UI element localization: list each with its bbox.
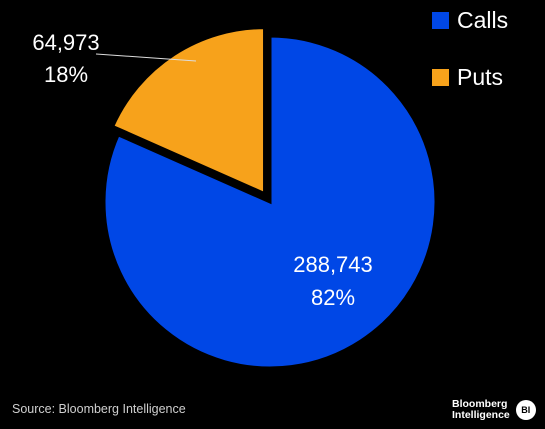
brand-line-1: Bloomberg <box>452 398 508 410</box>
bi-badge-icon: BI <box>515 400 536 420</box>
bloomberg-intelligence-logo: Bloomberg Intelligence BI <box>452 399 536 421</box>
pie-slice-puts <box>110 26 267 196</box>
data-label-puts-value: 64,973 <box>32 30 99 55</box>
leader-line-puts <box>95 53 197 62</box>
brand-line-2: Intelligence <box>452 409 510 421</box>
legend-item-calls: Calls <box>432 6 508 34</box>
legend-item-puts: Puts <box>432 63 508 91</box>
legend: Calls Puts <box>432 6 508 120</box>
data-label-calls-value: 288,743 <box>293 252 373 277</box>
data-label-calls-percent: 82% <box>311 285 355 310</box>
legend-label-puts: Puts <box>457 63 504 90</box>
source-note: Source: Bloomberg Intelligence <box>12 402 186 416</box>
legend-label-calls: Calls <box>457 6 509 33</box>
legend-swatch-puts <box>432 68 449 86</box>
pie-slice-calls <box>102 34 438 370</box>
data-label-puts-percent: 18% <box>44 62 88 87</box>
legend-swatch-calls <box>432 11 449 29</box>
